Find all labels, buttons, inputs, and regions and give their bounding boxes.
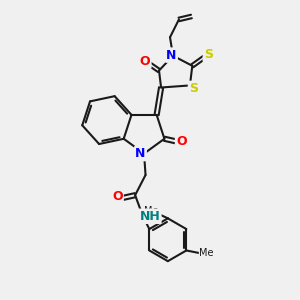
Text: O: O: [112, 190, 123, 203]
Text: Me: Me: [144, 206, 158, 216]
Text: S: S: [189, 82, 198, 95]
Text: S: S: [204, 48, 213, 61]
Text: N: N: [135, 147, 146, 160]
Text: O: O: [140, 55, 150, 68]
Text: N: N: [166, 49, 177, 62]
Text: NH: NH: [140, 210, 160, 223]
Text: O: O: [176, 135, 187, 148]
Text: Me: Me: [199, 248, 214, 258]
